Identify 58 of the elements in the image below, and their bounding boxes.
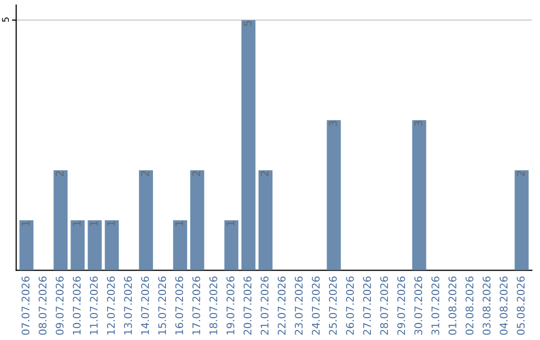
- x-tick-label: 19.07.2026: [226, 276, 234, 334]
- x-tick-label: 07.07.2026: [22, 276, 30, 335]
- bar: [70, 220, 85, 270]
- x-tick-label: 25.07.2026: [328, 276, 337, 335]
- data-label: 1: [107, 221, 115, 226]
- data-label: 1: [90, 221, 98, 226]
- x-tick-label: 31.07.2026: [431, 276, 440, 335]
- x-tick-label: 30.07.2026: [414, 276, 422, 335]
- x-tick-label: 03.08.2026: [482, 276, 491, 335]
- x-tick-label: 15.07.2026: [158, 276, 166, 334]
- x-tick-label: 05.08.2026: [516, 276, 525, 335]
- bar: [19, 220, 34, 270]
- x-tick-label: 01.08.2026: [448, 276, 456, 335]
- x-tick-label: 23.07.2026: [294, 276, 303, 335]
- data-label: 1: [226, 221, 234, 226]
- x-tick-label: 02.08.2026: [466, 276, 474, 335]
- x-tick-label: 21.07.2026: [260, 276, 269, 335]
- x-tick-label: 29.07.2026: [397, 276, 406, 335]
- data-label: 2: [56, 171, 64, 176]
- bar: [412, 120, 426, 270]
- bar: [138, 170, 153, 270]
- x-tick-label: 16.07.2026: [175, 276, 184, 334]
- data-label: 1: [175, 221, 184, 226]
- x-tick-label: 04.08.2026: [500, 276, 508, 335]
- x-tick-label: 10.07.2026: [72, 276, 81, 334]
- data-label: 2: [260, 171, 268, 176]
- x-tick-label: 13.07.2026: [124, 276, 132, 334]
- bar: [173, 220, 188, 270]
- x-tick-label: 12.07.2026: [106, 276, 115, 334]
- data-label: 1: [72, 221, 81, 226]
- x-tick-label: 22.07.2026: [278, 276, 286, 335]
- bar: [241, 20, 256, 270]
- x-tick-label: 14.07.2026: [141, 276, 149, 334]
- bar: [88, 220, 102, 270]
- data-label: 3: [414, 121, 422, 126]
- bar: [326, 120, 341, 270]
- data-label: 2: [192, 171, 200, 176]
- data-label: 1: [22, 221, 30, 226]
- x-tick-label: 24.07.2026: [312, 276, 320, 335]
- x-tick-label: 28.07.2026: [380, 276, 388, 335]
- bar: [190, 170, 204, 270]
- x-tick-label: 09.07.2026: [56, 276, 64, 335]
- x-tick-label: 20.07.2026: [244, 276, 252, 335]
- x-tick-label: 11.07.2026: [90, 276, 98, 334]
- data-label: 3: [328, 121, 337, 126]
- data-label: 5: [244, 21, 252, 26]
- bar: [104, 220, 119, 270]
- data-label: 2: [141, 171, 149, 176]
- bar: [54, 170, 68, 270]
- x-tick-label: 17.07.2026: [192, 276, 200, 334]
- bar: [258, 170, 273, 270]
- x-tick-label: 26.07.2026: [346, 276, 354, 335]
- x-tick-label: 27.07.2026: [363, 276, 371, 335]
- x-tick-label: 08.07.2026: [38, 276, 47, 335]
- x-tick-label: 18.07.2026: [209, 276, 218, 334]
- bar: [224, 220, 238, 270]
- bar: [514, 170, 529, 270]
- data-label: 2: [516, 171, 525, 176]
